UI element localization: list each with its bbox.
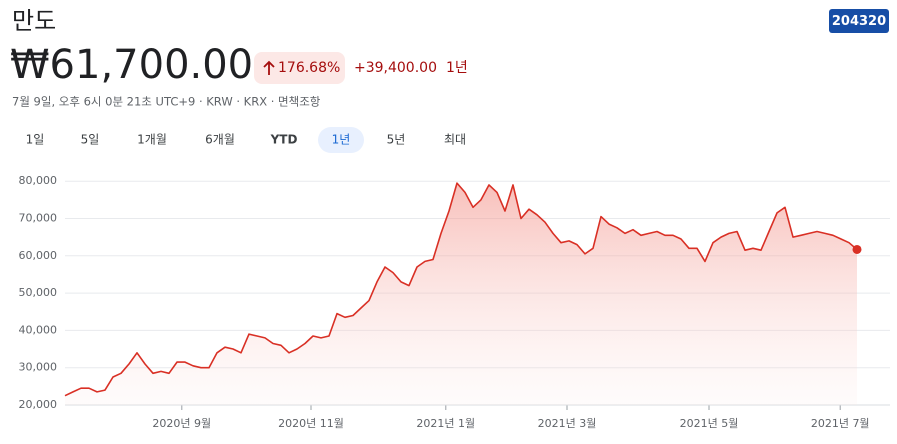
- x-tick-label: 2020년 11월: [278, 417, 344, 430]
- area: [65, 183, 857, 405]
- x-tick-label: 2020년 9월: [152, 417, 211, 430]
- last-point: [852, 244, 862, 254]
- y-tick-label: 60,000: [19, 249, 58, 262]
- change-period: 1년: [446, 60, 468, 76]
- range-tab[interactable]: 1일: [26, 133, 45, 147]
- x-tick-label: 2021년 7월: [811, 417, 870, 430]
- range-tab[interactable]: 5일: [81, 133, 100, 147]
- range-tabs: 1일 5일 1개월 6개월 YTD 1년 5년 최대: [26, 127, 466, 153]
- range-tab[interactable]: 최대: [444, 133, 466, 147]
- range-tab[interactable]: 5년: [387, 133, 406, 147]
- plot: 20,000 30,000 40,000 50,000 60,000 70,000 80,0…: [19, 174, 890, 430]
- range-tab[interactable]: 6개월: [205, 133, 235, 147]
- change-abs: +39,400.00: [354, 60, 437, 76]
- stock-name: 만도: [12, 7, 56, 35]
- ticker-badge: [829, 9, 889, 33]
- change-pct: 176.68%: [278, 60, 340, 76]
- change-badge: [254, 52, 345, 84]
- x-tick-label: 2021년 1월: [416, 417, 475, 430]
- range-tab[interactable]: 1개월: [137, 133, 167, 147]
- y-tick-label: 80,000: [19, 174, 58, 187]
- y-tick-label: 50,000: [19, 286, 58, 299]
- y-tick-label: 40,000: [19, 323, 58, 336]
- range-tab[interactable]: 1년: [332, 133, 351, 147]
- y-tick-label: 30,000: [19, 361, 58, 374]
- x-tick-label: 2021년 5월: [680, 417, 739, 430]
- y-tick-label: 20,000: [19, 398, 58, 411]
- meta: 7월 9일, 오후 6시 0분 21초 UTC+9 · KRW · KRX · …: [12, 95, 321, 109]
- ticker: 204320: [832, 14, 886, 29]
- range-tab[interactable]: YTD: [270, 133, 298, 147]
- range-selected-bg: [318, 127, 364, 153]
- x-tick-label: 2021년 3월: [538, 417, 597, 430]
- up-arrow: [263, 60, 275, 75]
- price-line: [64, 182, 858, 397]
- price: ₩61,700.00: [10, 42, 253, 88]
- y-tick-label: 70,000: [19, 211, 58, 224]
